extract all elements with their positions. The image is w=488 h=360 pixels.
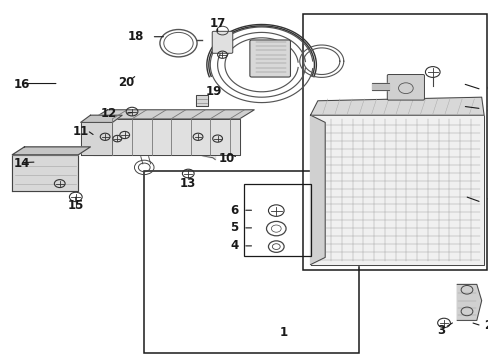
Text: 18: 18 bbox=[128, 30, 144, 43]
Polygon shape bbox=[12, 147, 90, 155]
Bar bbox=[303, 14, 486, 270]
Text: 7: 7 bbox=[486, 197, 488, 210]
Polygon shape bbox=[310, 115, 325, 265]
Text: 10: 10 bbox=[218, 152, 234, 165]
Text: 2: 2 bbox=[483, 319, 488, 332]
Text: 13: 13 bbox=[180, 177, 196, 190]
Polygon shape bbox=[93, 110, 254, 119]
Text: 17: 17 bbox=[209, 17, 225, 30]
FancyBboxPatch shape bbox=[386, 75, 424, 100]
Polygon shape bbox=[456, 284, 481, 320]
Polygon shape bbox=[12, 155, 78, 191]
Text: 16: 16 bbox=[14, 78, 30, 91]
FancyBboxPatch shape bbox=[212, 31, 232, 53]
Bar bbox=[144, 171, 359, 353]
Text: 14: 14 bbox=[14, 157, 30, 170]
Polygon shape bbox=[310, 97, 483, 115]
Text: 1: 1 bbox=[279, 327, 287, 339]
Polygon shape bbox=[81, 122, 112, 155]
Text: 5: 5 bbox=[230, 221, 238, 234]
Polygon shape bbox=[310, 115, 483, 265]
Text: 20: 20 bbox=[118, 76, 134, 89]
Polygon shape bbox=[195, 95, 207, 106]
Text: 3: 3 bbox=[436, 324, 444, 337]
Text: 15: 15 bbox=[67, 199, 84, 212]
FancyBboxPatch shape bbox=[249, 40, 290, 77]
Bar bbox=[244, 184, 310, 256]
Text: 11: 11 bbox=[72, 125, 89, 138]
Text: 4: 4 bbox=[230, 239, 238, 252]
Text: 8: 8 bbox=[486, 103, 488, 116]
Text: 9: 9 bbox=[486, 84, 488, 97]
Text: 12: 12 bbox=[101, 107, 117, 120]
Text: 6: 6 bbox=[230, 204, 238, 217]
Polygon shape bbox=[93, 119, 239, 155]
Polygon shape bbox=[81, 115, 122, 122]
Text: 19: 19 bbox=[205, 85, 222, 98]
